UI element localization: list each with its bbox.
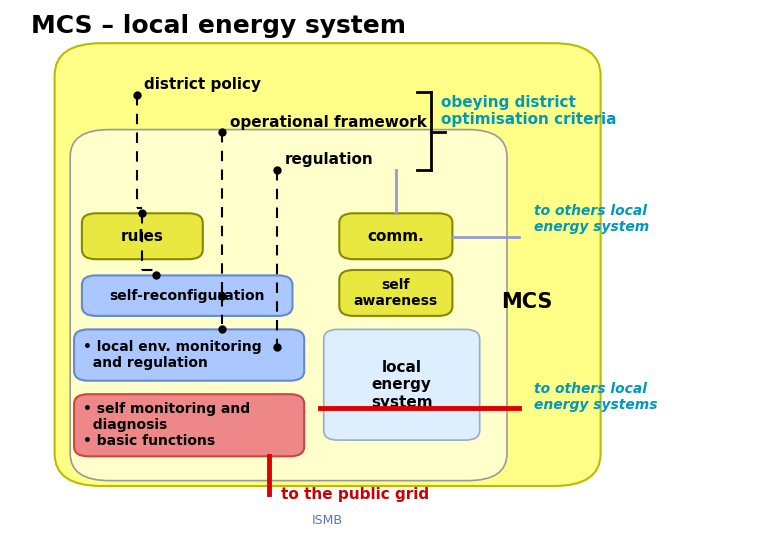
Text: obeying district
optimisation criteria: obeying district optimisation criteria	[441, 94, 616, 127]
Text: to the public grid: to the public grid	[281, 487, 429, 502]
FancyBboxPatch shape	[82, 213, 203, 259]
Text: district policy: district policy	[144, 77, 261, 92]
FancyBboxPatch shape	[339, 270, 452, 316]
Text: local
energy
system: local energy system	[370, 360, 433, 410]
Text: ISMB: ISMB	[312, 514, 343, 526]
Text: • self monitoring and
  diagnosis
• basic functions: • self monitoring and diagnosis • basic …	[83, 402, 250, 448]
Text: to others local
energy system: to others local energy system	[534, 204, 650, 234]
Text: to others local
energy systems: to others local energy systems	[534, 382, 658, 412]
FancyBboxPatch shape	[55, 43, 601, 486]
FancyBboxPatch shape	[70, 130, 507, 481]
Text: self
awareness: self awareness	[354, 278, 438, 308]
Text: operational framework: operational framework	[230, 114, 427, 130]
Text: regulation: regulation	[285, 152, 374, 167]
Text: MCS – local energy system: MCS – local energy system	[31, 14, 406, 37]
FancyBboxPatch shape	[74, 394, 304, 456]
Text: • local env. monitoring
  and regulation: • local env. monitoring and regulation	[83, 340, 262, 370]
FancyBboxPatch shape	[324, 329, 480, 440]
FancyBboxPatch shape	[339, 213, 452, 259]
Text: comm.: comm.	[367, 229, 424, 244]
FancyBboxPatch shape	[74, 329, 304, 381]
Text: MCS: MCS	[501, 292, 552, 313]
Text: self-reconfiguration: self-reconfiguration	[109, 289, 265, 302]
Text: rules: rules	[121, 229, 164, 244]
FancyBboxPatch shape	[82, 275, 292, 316]
